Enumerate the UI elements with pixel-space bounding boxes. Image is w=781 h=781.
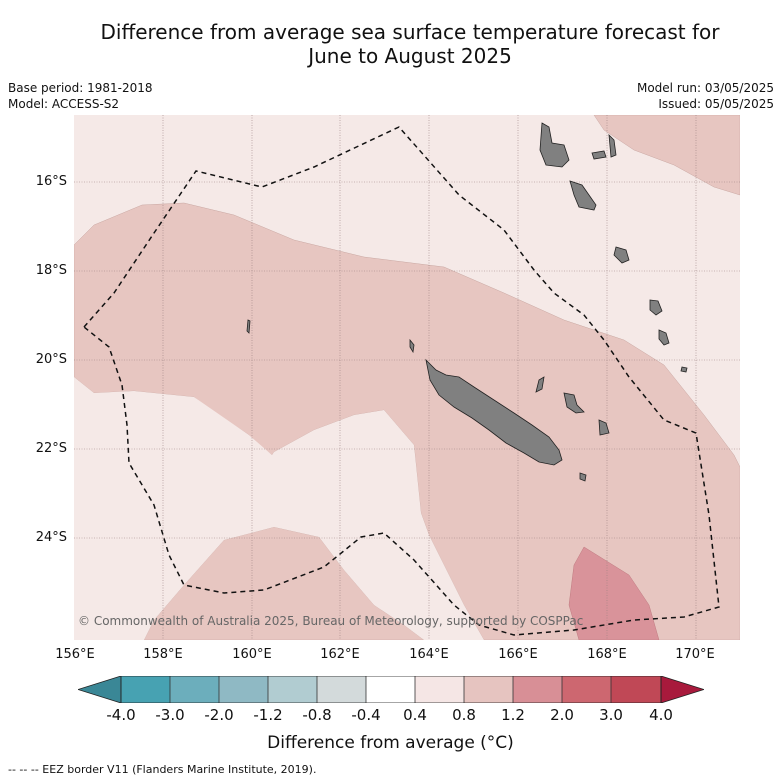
colorbar-label-1-2: 1.2 bbox=[501, 706, 525, 724]
colorbar-label-0-4: 0.4 bbox=[403, 706, 427, 724]
eez-border bbox=[82, 126, 720, 636]
lat-label-16s: 16°S bbox=[35, 174, 67, 189]
colorbar-title: Difference from average (°C) bbox=[267, 733, 514, 753]
lat-label-20s: 20°S bbox=[35, 352, 67, 367]
map-title-line1: Difference from average sea surface temp… bbox=[100, 20, 720, 44]
lon-label-166e: 166°E bbox=[498, 647, 538, 662]
anomaly-band-northeast bbox=[593, 115, 740, 196]
colorbar-bin-7 bbox=[415, 676, 464, 703]
loyalty-mare bbox=[598, 419, 610, 436]
lon-label-158e: 158°E bbox=[143, 647, 183, 662]
colorbar-label-0-8: 0.8 bbox=[452, 706, 476, 724]
map-title: Difference from average sea surface temp… bbox=[40, 20, 780, 68]
colorbar-bin-9 bbox=[513, 676, 562, 703]
vanuatu-malekula bbox=[569, 180, 597, 211]
colorbar-bin-3 bbox=[219, 676, 268, 703]
issued-date: Issued: 05/05/2025 bbox=[658, 97, 774, 111]
walpole-islet bbox=[680, 366, 688, 373]
lon-label-170e: 170°E bbox=[675, 647, 715, 662]
lat-label-24s: 24°S bbox=[35, 530, 67, 545]
colorbar-bin-2 bbox=[170, 676, 219, 703]
isle-of-pines bbox=[579, 472, 587, 482]
belep-islet bbox=[409, 338, 415, 354]
copyright-notice: © Commonwealth of Australia 2025, Bureau… bbox=[78, 614, 584, 628]
vanuatu-espiritu-santo bbox=[539, 122, 570, 168]
lon-label-168e: 168°E bbox=[587, 647, 627, 662]
colorbar bbox=[78, 676, 704, 703]
gridlines bbox=[74, 115, 740, 640]
meta-left: Base period: 1981-2018 Model: ACCESS-S2 bbox=[8, 80, 153, 112]
map-title-line2: June to August 2025 bbox=[308, 44, 512, 68]
new-caledonia-island bbox=[425, 358, 563, 466]
colorbar-bin-4 bbox=[268, 676, 317, 703]
anomaly-band-warm bbox=[568, 546, 660, 640]
colorbar-extend-high bbox=[660, 676, 704, 703]
eez-legend-footnote: -- -- -- EEZ border V11 (Flanders Marine… bbox=[8, 763, 317, 776]
colorbar-extend-low bbox=[78, 676, 122, 703]
colorbar-label-m4-0: -4.0 bbox=[106, 706, 136, 724]
colorbar-label-3-0: 3.0 bbox=[599, 706, 623, 724]
colorbar-bin-1 bbox=[121, 676, 170, 703]
loyalty-ouvea bbox=[535, 376, 545, 393]
colorbar-label-m1-2: -1.2 bbox=[253, 706, 283, 724]
colorbar-label-4-0: 4.0 bbox=[649, 706, 673, 724]
lon-label-164e: 164°E bbox=[409, 647, 449, 662]
colorbar-label-m0-8: -0.8 bbox=[302, 706, 332, 724]
model-name: Model: ACCESS-S2 bbox=[8, 97, 120, 111]
lon-label-156e: 156°E bbox=[55, 647, 95, 662]
vanuatu-efate bbox=[613, 246, 630, 264]
chesterfield-islet bbox=[246, 319, 251, 334]
anomaly-gap bbox=[74, 377, 484, 640]
lat-label-22s: 22°S bbox=[35, 441, 67, 456]
land bbox=[246, 122, 688, 482]
base-period: Base period: 1981-2018 bbox=[8, 81, 153, 95]
sst-anomaly-map bbox=[74, 115, 740, 640]
colorbar-label-m0-4: -0.4 bbox=[351, 706, 381, 724]
colorbar-bin-6 bbox=[366, 676, 415, 703]
model-run: Model run: 03/05/2025 bbox=[636, 81, 774, 95]
lon-label-162e: 162°E bbox=[320, 647, 360, 662]
colorbar-label-m2-0: -2.0 bbox=[204, 706, 234, 724]
colorbar-bin-8 bbox=[464, 676, 513, 703]
vanuatu-erromango bbox=[658, 329, 670, 346]
meta-right: Model run: 03/05/2025 Issued: 05/05/2025 bbox=[637, 80, 774, 112]
lat-label-18s: 18°S bbox=[35, 263, 67, 278]
vanuatu-tanna bbox=[649, 299, 663, 316]
colorbar-outline bbox=[120, 676, 662, 703]
colorbar-bin-11 bbox=[611, 676, 661, 703]
lon-label-160e: 160°E bbox=[232, 647, 272, 662]
vanuatu-ambae bbox=[591, 150, 607, 160]
colorbar-bin-5 bbox=[317, 676, 366, 703]
colorbar-label-2-0: 2.0 bbox=[550, 706, 574, 724]
colorbar-bin-10 bbox=[562, 676, 611, 703]
vanuatu-pentecost bbox=[608, 133, 617, 158]
colorbar-label-m3-0: -3.0 bbox=[155, 706, 185, 724]
loyalty-lifou bbox=[563, 392, 585, 414]
